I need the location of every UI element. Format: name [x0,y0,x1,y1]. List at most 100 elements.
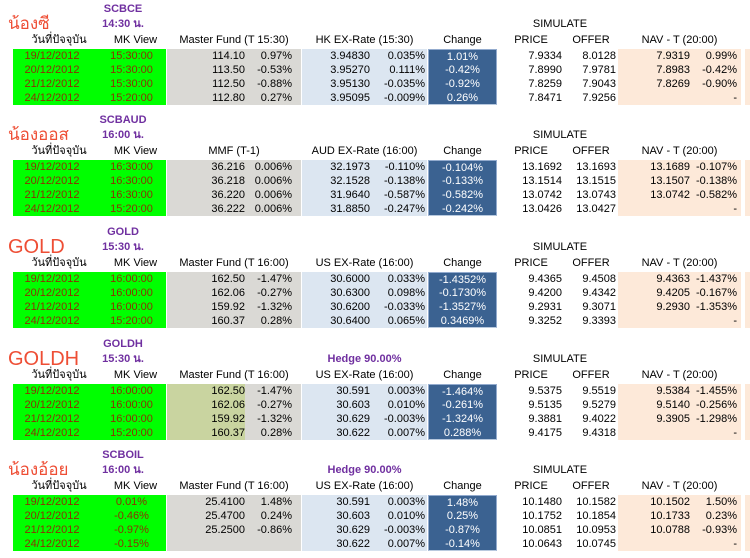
col-header-fund: Master Fund (T 16:00) [179,257,289,269]
cell-fund-pct: -1.47% [245,272,301,286]
cell-mk-view: 15:20:00 [105,91,166,105]
cell-offer: 7.9043 [582,78,616,90]
col-header-offer: OFFER [572,34,610,46]
cell-change: -0.104% [428,160,497,174]
cell-fund-pct: -1.32% [245,412,301,426]
cell-ex-rate: 30.6000 [302,272,370,286]
cell-offer: 7.9256 [582,92,616,104]
fund-code: GOLD [107,226,139,238]
cell-ex-pct: 0.007% [370,426,427,440]
cell-date: 21/12/2012 [13,188,105,202]
cell-change: -0.242% [428,202,497,216]
col-header-offer: OFFER [572,480,610,492]
col-header-change: Change [443,145,482,157]
cell-ex-pct: -0.587% [370,188,427,202]
cell-price: 9.2931 [528,301,562,313]
hedge-ratio-label: Hedge 90.00% [327,464,402,476]
cell-fund-pct: -0.88% [245,77,301,91]
cell-change: -0.14% [428,537,497,551]
cell-fund-pct: -1.32% [245,300,301,314]
nav-overflow-strip [745,272,750,286]
cell-price: 9.3252 [528,315,562,327]
cell-ex-pct: -0.035% [370,77,427,91]
hedge-ratio-label: Hedge 90.00% [327,353,402,365]
simulate-label: SIMULATE [532,18,588,30]
col-header-nav: NAV - T (20:00) [641,369,718,381]
cell-mk-view: 15:30:00 [105,77,166,91]
col-header-offer: OFFER [572,257,610,269]
col-header-change: Change [443,34,482,46]
cell-date: 24/12/2012 [13,426,105,440]
col-header-price: PRICE [514,369,548,381]
cell-ex-rate: 3.95270 [302,63,370,77]
cell-nav: 13.1507 [618,174,690,188]
cell-ex-rate: 32.1973 [302,160,370,174]
cell-ex-pct: 0.007% [370,537,427,551]
cell-mk-view: 16:30:00 [105,188,166,202]
cell-fund-value: 112.50 [167,77,245,91]
cell-fund-value: 113.50 [167,63,245,77]
cell-fund-value: 25.2500 [167,523,245,537]
nav-overflow-strip [745,426,750,440]
cell-ex-rate: 30.629 [302,412,370,426]
cell-fund-pct: -0.27% [245,286,301,300]
cell-fund-pct: -1.47% [245,384,301,398]
cell-fund-value: 112.80 [167,91,245,105]
cell-price: 13.0426 [522,203,562,215]
cell-ex-pct: 0.010% [370,398,427,412]
col-header-ex-rate: US EX-Rate (16:00) [315,257,414,269]
cell-fund-pct: 0.006% [245,202,301,216]
cell-fund-value [167,537,245,551]
cell-date: 21/12/2012 [13,77,105,91]
cell-ex-pct: 0.010% [370,509,427,523]
cell-nav-pct: -0.138% [690,174,741,188]
col-header-mk-view: MK View [113,34,158,46]
cell-offer: 9.3071 [582,301,616,313]
cell-ex-rate: 30.6400 [302,314,370,328]
cell-nav-pct: -1.353% [690,300,741,314]
cell-fund-value: 160.37 [167,426,245,440]
cell-mk-view: 16:30:00 [105,174,166,188]
cell-nav-pct: - [690,426,741,440]
cell-ex-pct: -0.138% [370,174,427,188]
fund-cutoff-time: 14:30 น. [102,18,144,30]
cell-date: 19/12/2012 [13,49,105,63]
cell-offer: 10.1582 [576,496,616,508]
cell-mk-view: 16:00:00 [105,398,166,412]
cell-offer: 13.1693 [576,161,616,173]
col-header-date: วันที่ปัจจุบัน [31,34,87,46]
cell-fund-value: 162.06 [167,286,245,300]
cell-fund-pct: 0.006% [245,188,301,202]
fund-section-goldh: GOLDH GOLDH 15:30 น. Hedge 90.00% SIMULATE วั… [0,335,750,447]
cell-mk-view: 16:00:00 [105,384,166,398]
col-header-nav: NAV - T (20:00) [641,480,718,492]
nav-overflow-strip [745,537,750,551]
cell-offer: 10.0953 [576,524,616,536]
cell-nav-pct: -1.298% [690,412,741,426]
cell-ex-rate: 30.603 [302,398,370,412]
cell-price: 7.8471 [528,92,562,104]
cell-date: 21/12/2012 [13,412,105,426]
cell-change: 0.25% [428,509,497,523]
col-header-date: วันที่ปัจจุบัน [31,257,87,269]
col-header-price: PRICE [514,480,548,492]
cell-change: 0.26% [428,91,497,105]
cell-nav: 9.2930 [618,300,690,314]
cell-nav-pct: -0.90% [690,77,741,91]
cell-date: 24/12/2012 [13,202,105,216]
section-title: GOLD [8,236,65,258]
cell-ex-pct: -0.003% [370,523,427,537]
fund-code: GOLDH [103,338,143,350]
cell-price: 10.0851 [522,524,562,536]
cell-nav [618,314,690,328]
cell-nav-pct: -1.437% [690,272,741,286]
cell-price: 7.8990 [528,64,562,76]
nav-overflow-strip [745,202,750,216]
col-header-price: PRICE [514,257,548,269]
cell-ex-rate: 30.591 [302,495,370,509]
cell-offer: 8.0128 [582,50,616,62]
col-header-fund: MMF (T-1) [208,145,260,157]
cell-nav: 9.5384 [618,384,690,398]
cell-change: 0.288% [428,426,497,440]
cell-ex-rate: 3.95095 [302,91,370,105]
